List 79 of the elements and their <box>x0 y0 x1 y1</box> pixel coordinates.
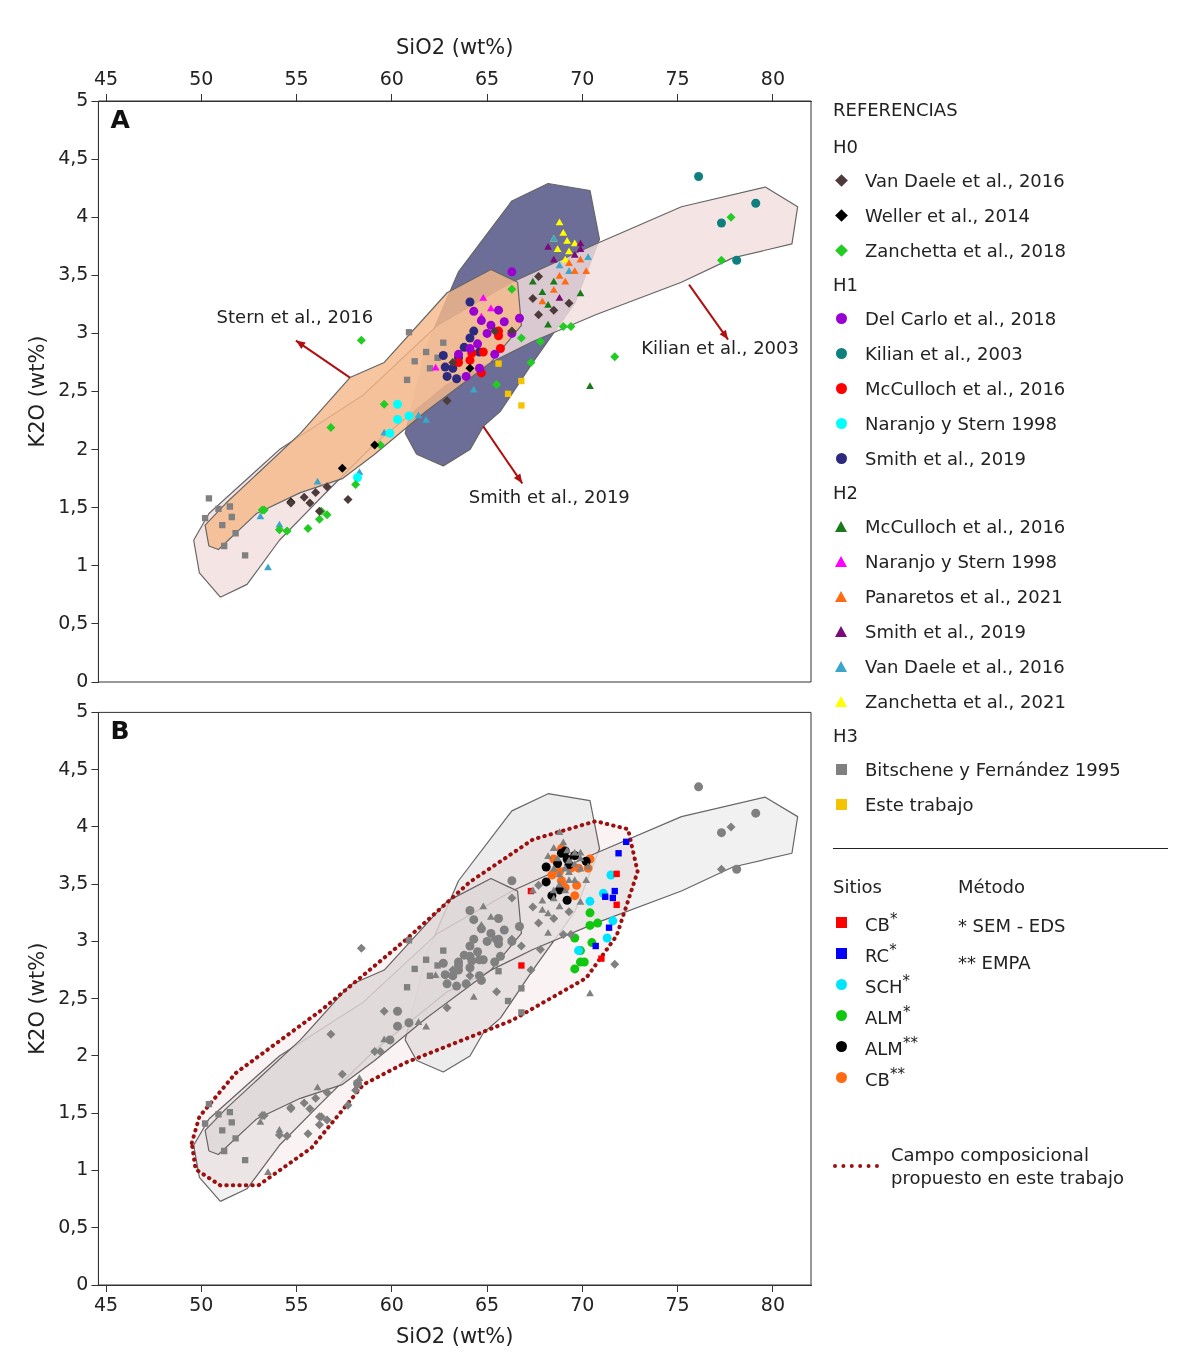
text: H0 <box>833 135 859 159</box>
legend-label: Kilian et al., 2003 <box>865 343 1023 364</box>
legend-label: Campo composicional propuesto en este trabajo <box>891 1143 1125 1189</box>
x-tick-label: 65 <box>475 66 500 89</box>
legend-label: Del Carlo et al., 2018 <box>865 308 1057 329</box>
text: H3 <box>833 724 859 748</box>
y-tick-label: 4 <box>76 204 89 227</box>
legend-label: Van Daele et al., 2016 <box>865 656 1065 677</box>
legend-title: Sitios <box>833 875 883 899</box>
y-tick-label: 1,5 <box>58 494 89 517</box>
chart-title: A <box>110 105 131 134</box>
y-axis-title: K2O (wt%) <box>25 335 50 448</box>
y-tick-label: 1 <box>76 552 89 575</box>
x-tick-label: 55 <box>284 66 309 89</box>
legend-label: CB$^{**}$ <box>865 1065 905 1090</box>
y-tick-label: 0,5 <box>58 1214 89 1237</box>
text: H2 <box>833 481 859 505</box>
y-tick-label: 1,5 <box>58 1100 89 1123</box>
legend-label: Este trabajo <box>865 794 974 815</box>
y-axis-title: K2O (wt%) <box>25 942 50 1055</box>
y-tick-label: 3,5 <box>58 871 89 894</box>
legend-label: Zanchetta et al., 2018 <box>865 240 1066 261</box>
legend-label: ALM$^{**}$ <box>865 1034 918 1059</box>
legend-label: Naranjo y Stern 1998 <box>865 551 1058 572</box>
y-tick-label: 2 <box>76 1042 89 1065</box>
x-tick-label: 75 <box>665 1293 690 1316</box>
text: * SEM - EDS <box>957 914 1066 938</box>
x-tick-label: 75 <box>665 66 690 89</box>
y-tick-label: 2 <box>76 436 89 459</box>
x-tick-label: 50 <box>189 66 214 89</box>
legend-label: Smith et al., 2019 <box>865 448 1027 469</box>
legend-label: Smith et al., 2019 <box>865 621 1027 642</box>
legend-label: Panaretos et al., 2021 <box>865 586 1063 607</box>
legend-label: ALM$^{*}$ <box>865 1003 911 1028</box>
legend-label: McCulloch et al., 2016 <box>865 378 1066 399</box>
annotation: Smith et al., 2019 <box>468 486 630 508</box>
y-tick-label: 3,5 <box>58 262 89 285</box>
annotation: Kilian et al., 2003 <box>641 337 799 359</box>
text: H1 <box>833 273 859 297</box>
x-tick-label: 70 <box>570 66 595 89</box>
y-tick-label: 5 <box>76 87 89 110</box>
y-tick-label: 3 <box>76 320 89 343</box>
y-tick-label: 2,5 <box>58 985 89 1008</box>
legend-label: Weller et al., 2014 <box>865 205 1030 226</box>
x-tick-label: 45 <box>93 1293 119 1316</box>
y-tick-label: 5 <box>76 699 89 722</box>
x-tick-label: 70 <box>570 1293 595 1316</box>
y-tick-label: 0 <box>76 1271 89 1294</box>
y-tick-label: 2,5 <box>58 378 89 401</box>
x-tick-label: 80 <box>760 66 785 89</box>
y-tick-label: 1 <box>76 1157 89 1180</box>
x-tick-label: 80 <box>760 1293 785 1316</box>
legend-label: RC$^{*}$ <box>865 941 897 966</box>
x-tick-label: 60 <box>379 1293 404 1316</box>
y-tick-label: 0,5 <box>58 610 89 633</box>
legend-label: Naranjo y Stern 1998 <box>865 413 1058 434</box>
y-tick-label: 0 <box>76 668 89 691</box>
legend-label: Van Daele et al., 2016 <box>865 170 1065 191</box>
x-tick-label: 65 <box>475 1293 500 1316</box>
legend-label: Bitschene y Fernández 1995 <box>865 759 1121 780</box>
y-tick-label: 3 <box>76 928 89 951</box>
x-tick-label: 60 <box>379 66 404 89</box>
legend-label: CB$^{*}$ <box>865 910 898 935</box>
x-tick-label: 45 <box>93 66 119 89</box>
annotation: Stern et al., 2016 <box>216 306 374 328</box>
x-axis-title: SiO2 (wt%) <box>395 1323 514 1348</box>
legend-label: SCH$^{*}$ <box>865 972 911 997</box>
y-tick-label: 4,5 <box>58 756 89 779</box>
x-tick-label: 55 <box>284 1293 309 1316</box>
legend-label: Zanchetta et al., 2021 <box>865 691 1066 712</box>
legend-label: McCulloch et al., 2016 <box>865 516 1066 537</box>
x-tick-label: 50 <box>189 1293 214 1316</box>
y-tick-label: 4,5 <box>58 146 89 169</box>
text: Método <box>957 875 1026 899</box>
legend-title: REFERENCIAS <box>833 98 959 122</box>
x-axis-title: SiO2 (wt%) <box>395 35 514 60</box>
chart-title: B <box>110 716 130 746</box>
text: ** EMPA <box>957 951 1032 975</box>
y-tick-label: 4 <box>76 813 89 836</box>
